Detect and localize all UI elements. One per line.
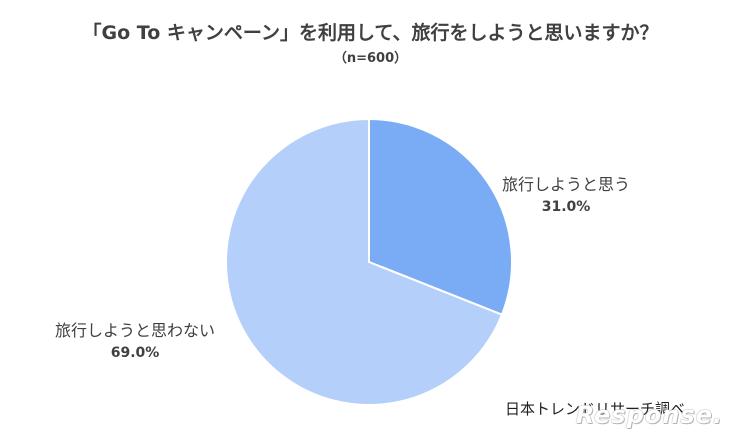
slice-label-no: 旅行しようと思わない 69.0% xyxy=(55,317,215,361)
watermark-text: Response. xyxy=(575,401,723,429)
chart-title: 「Go To キャンペーン」を利用して、旅行をしようと思いますか？ xyxy=(82,22,659,44)
source-note: 日本トレンドリサーチ調べ xyxy=(505,400,686,418)
slice-label-yes-value: 31.0% xyxy=(541,199,591,215)
slice-label-no-value: 69.0% xyxy=(110,345,160,361)
slice-label-yes-text: 旅行しようと思う xyxy=(502,175,631,194)
slice-label-yes: 旅行しようと思う 31.0% xyxy=(502,171,630,215)
pie-slice-no xyxy=(225,117,504,406)
response-logo-watermark: Response. xyxy=(576,401,723,429)
pie-slice-yes xyxy=(368,117,513,316)
chart-subtitle: （n=600） xyxy=(333,51,408,66)
slice-label-no-text: 旅行しようと思わない xyxy=(55,321,216,340)
